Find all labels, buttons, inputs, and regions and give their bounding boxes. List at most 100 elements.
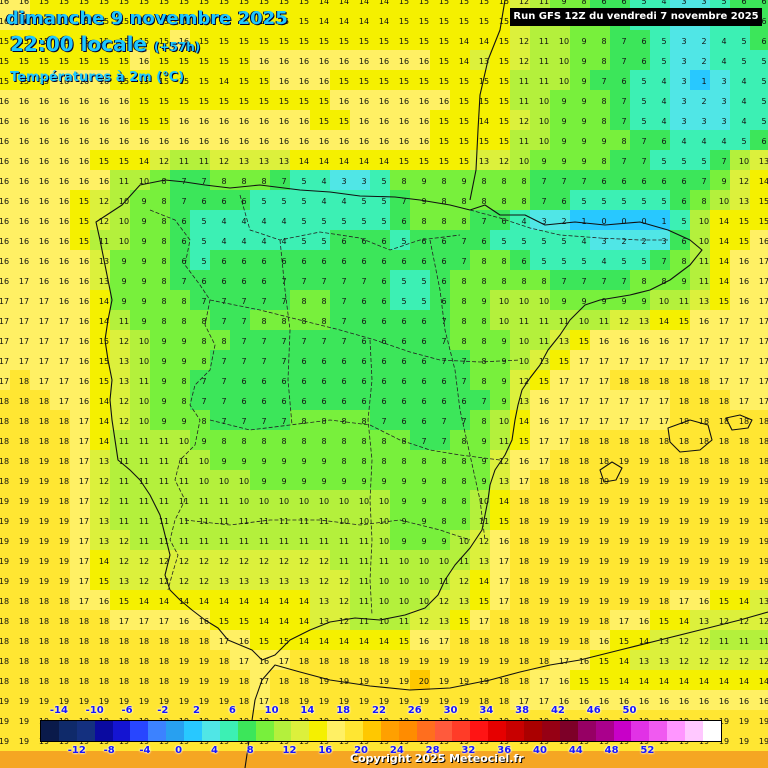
grid-value: 17 [659, 397, 669, 406]
grid-value: 7 [621, 97, 626, 106]
grid-cell [710, 170, 731, 191]
grid-value: 6 [381, 237, 386, 246]
grid-value: 14 [199, 597, 209, 606]
grid-cell [430, 70, 451, 91]
grid-value: 16 [79, 377, 89, 386]
grid-value: 13 [99, 277, 109, 286]
grid-cell [350, 90, 371, 111]
grid-value: 8 [481, 197, 486, 206]
grid-value: 7 [281, 297, 286, 306]
grid-value: 8 [181, 297, 186, 306]
grid-cell [270, 0, 291, 11]
grid-cell [590, 170, 611, 191]
grid-value: 16 [259, 117, 269, 126]
grid-cell [370, 250, 391, 271]
grid-value: 12 [199, 557, 209, 566]
grid-cell [530, 230, 551, 251]
grid-cell [330, 110, 351, 131]
grid-value: 13 [559, 337, 569, 346]
grid-value: 5 [741, 57, 746, 66]
grid-value: 15 [459, 0, 469, 6]
grid-value: 11 [159, 537, 169, 546]
grid-cell [70, 270, 91, 291]
grid-cell [730, 50, 751, 71]
grid-value: 10 [399, 557, 409, 566]
grid-value: 6 [681, 237, 686, 246]
grid-value: 8 [361, 437, 366, 446]
grid-value: 18 [519, 577, 529, 586]
grid-cell [350, 130, 371, 151]
grid-value: 6 [761, 17, 766, 26]
grid-cell [490, 190, 511, 211]
grid-value: 12 [319, 557, 329, 566]
grid-value: 7 [701, 177, 706, 186]
grid-value: 4 [261, 237, 266, 246]
grid-value: 11 [339, 557, 349, 566]
grid-cell [270, 10, 291, 31]
grid-cell [390, 90, 411, 111]
grid-cell [10, 250, 31, 271]
grid-cell [490, 150, 511, 171]
grid-value: 15 [299, 97, 309, 106]
grid-value: 7 [301, 277, 306, 286]
grid-cell [290, 70, 311, 91]
grid-value: 18 [99, 637, 109, 646]
grid-value: 6 [421, 357, 426, 366]
grid-value: 16 [279, 77, 289, 86]
grid-value: 12 [119, 337, 129, 346]
grid-value: 15 [459, 77, 469, 86]
grid-cell [270, 230, 291, 251]
grid-value: 15 [319, 97, 329, 106]
grid-value: 16 [279, 57, 289, 66]
grid-value: 16 [59, 97, 69, 106]
grid-value: 15 [179, 57, 189, 66]
grid-value: 17 [759, 357, 768, 366]
grid-cell [570, 290, 591, 311]
grid-cell [570, 110, 591, 131]
grid-cell [10, 70, 31, 91]
grid-cell [650, 230, 671, 251]
grid-value: 9 [261, 477, 266, 486]
grid-cell [510, 170, 531, 191]
run-info-banner: Run GFS 12Z du vendredi 7 novembre 2025 [510, 8, 762, 26]
grid-value: 13 [99, 457, 109, 466]
grid-value: 19 [759, 517, 768, 526]
grid-value: 4 [741, 77, 746, 86]
grid-cell [130, 270, 151, 291]
grid-value: 12 [419, 617, 429, 626]
grid-value: 7 [581, 177, 586, 186]
grid-cell [250, 130, 271, 151]
grid-cell [390, 30, 411, 51]
grid-value: 19 [759, 497, 768, 506]
grid-cell [510, 270, 531, 291]
grid-value: 11 [739, 637, 749, 646]
grid-value: 6 [741, 0, 746, 6]
grid-cell [30, 250, 51, 271]
grid-cell [290, 330, 311, 351]
grid-value: 7 [561, 177, 566, 186]
grid-value: 12 [519, 37, 529, 46]
legend-swatch [685, 721, 703, 741]
grid-value: 16 [0, 177, 9, 186]
grid-cell [110, 330, 131, 351]
grid-value: 10 [699, 237, 709, 246]
grid-value: 5 [721, 0, 726, 6]
grid-value: 11 [539, 317, 549, 326]
grid-cell [130, 150, 151, 171]
grid-value: 7 [261, 417, 266, 426]
grid-value: 11 [179, 497, 189, 506]
grid-cell [430, 30, 451, 51]
grid-value: 8 [321, 297, 326, 306]
grid-cell [690, 230, 711, 251]
grid-cell [0, 270, 11, 291]
grid-cell [590, 210, 611, 231]
grid-value: 10 [559, 57, 569, 66]
legend-swatch [524, 721, 542, 741]
grid-cell [30, 150, 51, 171]
grid-value: 9 [441, 537, 446, 546]
legend-swatch [309, 721, 328, 741]
grid-value: 7 [341, 337, 346, 346]
grid-cell [590, 0, 611, 11]
grid-value: 19 [399, 677, 409, 686]
grid-value: 13 [259, 157, 269, 166]
